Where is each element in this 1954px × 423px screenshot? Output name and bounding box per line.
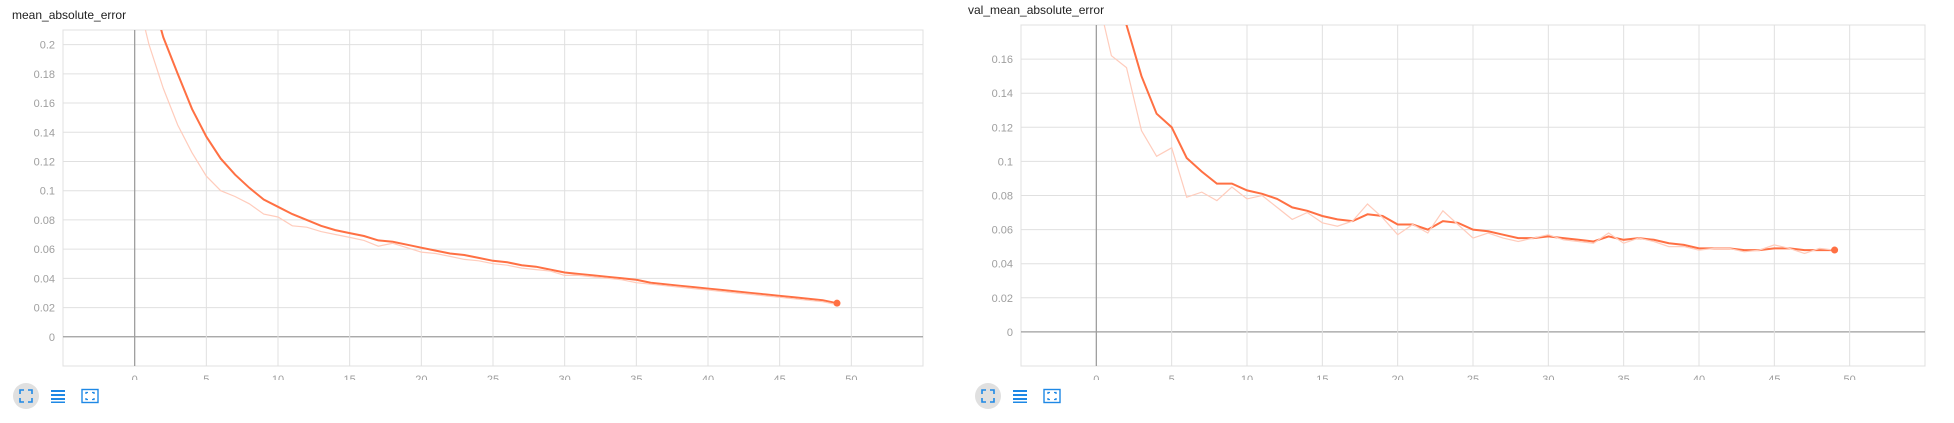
x-tick-label: 15 <box>344 374 356 380</box>
x-tick-label: 50 <box>845 374 857 380</box>
log-scale-button[interactable] <box>1007 383 1033 409</box>
series-line-smoothed <box>1125 25 1835 252</box>
x-tick-label: 45 <box>774 374 786 380</box>
y-tick-label: 0.14 <box>34 127 55 139</box>
list-icon <box>1013 390 1027 403</box>
x-tick-label: 45 <box>1768 374 1780 380</box>
fit-domain-button[interactable] <box>1039 383 1065 409</box>
y-tick-label: 0.18 <box>34 69 55 81</box>
x-tick-label: 5 <box>1169 374 1175 380</box>
chart-toolbar <box>13 383 103 409</box>
x-tick-label: 20 <box>415 374 427 380</box>
y-tick-label: 0.1 <box>998 156 1013 168</box>
series-line-raw <box>144 30 838 306</box>
x-tick-label: 0 <box>1093 374 1099 380</box>
fit-domain-icon <box>81 388 99 404</box>
chart-toolbar <box>975 383 1065 409</box>
y-tick-label: 0.2 <box>40 40 55 52</box>
series-line-smoothed <box>160 30 838 305</box>
chart-title: mean_absolute_error <box>12 8 127 22</box>
expand-icon <box>19 389 33 403</box>
y-tick-label: 0.12 <box>992 122 1013 134</box>
x-tick-label: 30 <box>1542 374 1554 380</box>
chart-title: val_mean_absolute_error <box>968 3 1105 17</box>
x-tick-label: 35 <box>1618 374 1630 380</box>
list-icon <box>51 390 65 403</box>
y-tick-label: 0.14 <box>992 88 1013 100</box>
x-tick-label: 40 <box>1693 374 1705 380</box>
last-point-marker <box>1831 246 1839 254</box>
fit-domain-button[interactable] <box>77 383 103 409</box>
x-tick-label: 50 <box>1844 374 1856 380</box>
y-tick-label: 0.16 <box>992 54 1013 66</box>
y-tick-label: 0.06 <box>992 225 1013 237</box>
x-tick-label: 10 <box>272 374 284 380</box>
expand-icon <box>981 389 995 403</box>
expand-button[interactable] <box>13 383 39 409</box>
series-line-raw <box>1103 25 1835 255</box>
y-tick-label: 0.06 <box>34 244 55 256</box>
x-tick-label: 25 <box>1467 374 1479 380</box>
x-tick-label: 35 <box>630 374 642 380</box>
y-tick-label: 0.02 <box>992 293 1013 305</box>
chart-plot-area[interactable]: 0 0.02 0.04 0.06 0.08 0.1 0.12 0.14 0.16 0.18 0.2 0… <box>0 0 930 380</box>
y-tick-label: 0.08 <box>992 191 1013 203</box>
x-tick-label: 15 <box>1316 374 1328 380</box>
expand-button[interactable] <box>975 383 1001 409</box>
y-tick-label: 0 <box>1007 327 1013 339</box>
y-tick-label: 0 <box>49 332 55 344</box>
x-tick-label: 30 <box>559 374 571 380</box>
x-tick-label: 10 <box>1241 374 1253 380</box>
x-tick-label: 40 <box>702 374 714 380</box>
last-point-marker <box>833 299 841 307</box>
chart-card-mean-absolute-error: mean_absolute_error 0 0.02 0.04 0.06 0.08 0.1… <box>0 0 930 423</box>
log-scale-button[interactable] <box>45 383 71 409</box>
y-tick-label: 0.04 <box>992 259 1013 271</box>
x-tick-label: 25 <box>487 374 499 380</box>
y-tick-label: 0.04 <box>34 273 55 285</box>
x-tick-label: 5 <box>203 374 209 380</box>
fit-domain-icon <box>1043 388 1061 404</box>
y-tick-label: 0.08 <box>34 215 55 227</box>
x-tick-label: 0 <box>132 374 138 380</box>
x-tick-label: 20 <box>1392 374 1404 380</box>
y-tick-label: 0.1 <box>40 186 55 198</box>
chart-plot-area[interactable]: 0 0.02 0.04 0.06 0.08 0.1 0.12 0.14 0.16 0 5 10 15 20… <box>965 0 1954 380</box>
chart-card-val-mean-absolute-error: val_mean_absolute_error 0 0.02 0.04 0.06 0.0… <box>965 0 1954 423</box>
y-tick-label: 0.16 <box>34 98 55 110</box>
y-tick-label: 0.12 <box>34 156 55 168</box>
y-tick-label: 0.02 <box>34 303 55 315</box>
